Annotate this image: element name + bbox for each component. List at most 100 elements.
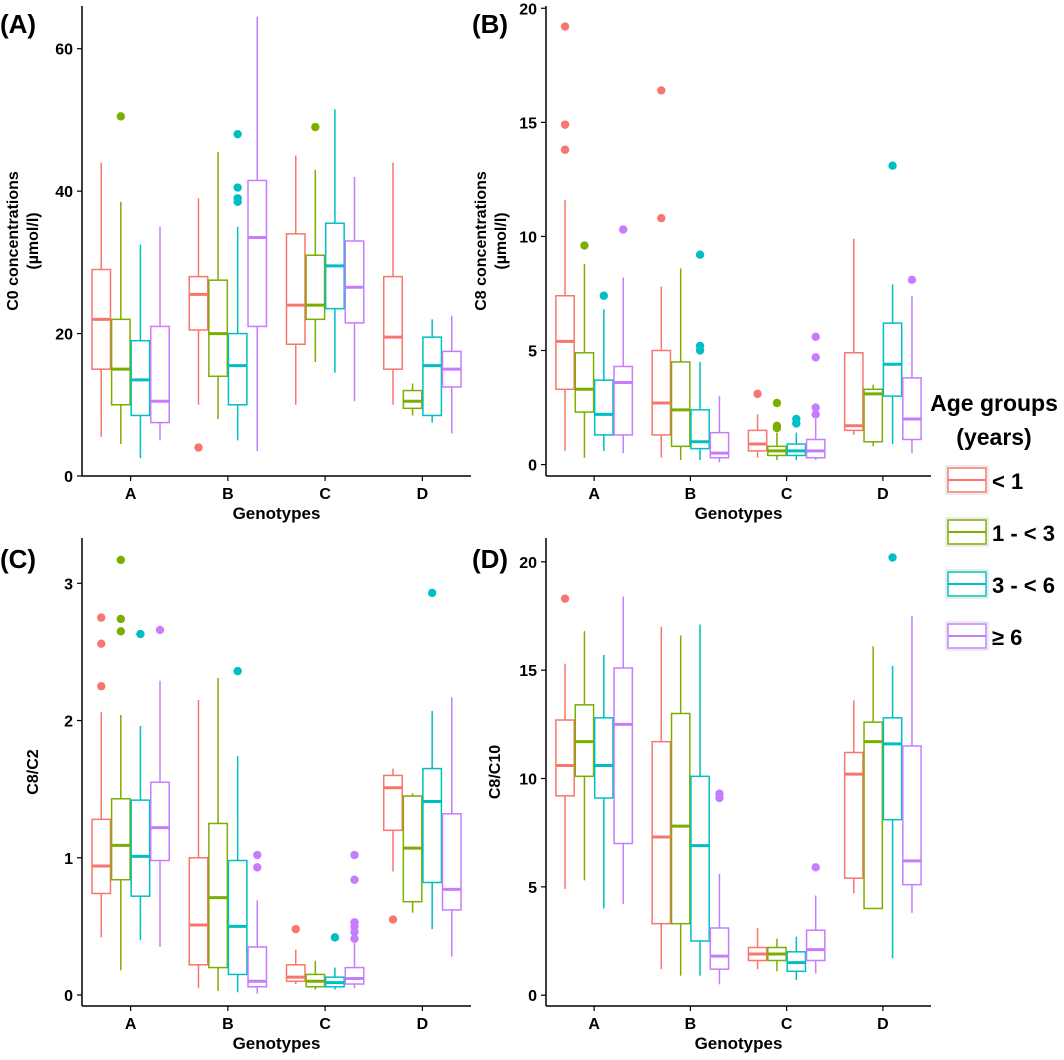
panel-c-box-d-series-1 (383, 768, 403, 924)
panel-d-box-a-series-3 (593, 655, 614, 909)
panel-b-x-tick-label: A (588, 486, 600, 503)
outlier-point (811, 863, 820, 872)
outlier-point (233, 194, 242, 203)
box (651, 740, 672, 925)
outlier-point (311, 122, 320, 132)
panel-b-y-tick-label: 15 (519, 115, 537, 132)
box (110, 318, 131, 406)
box (863, 388, 884, 443)
outlier-point (695, 341, 705, 351)
panel-d-box-b-series-2 (670, 635, 691, 976)
panel-d-box-a-series-2 (574, 631, 595, 881)
box (709, 431, 730, 459)
panel-c-box-b-series-1 (188, 699, 209, 989)
panel-b-box-a-series-4 (613, 225, 634, 454)
panel-d-box-b-series-3 (690, 624, 710, 976)
panel-d-box-d-series-3 (882, 553, 903, 959)
panel-d-x-tick-label: C (781, 1016, 793, 1033)
legend-label-3to6: 3 - < 6 (992, 573, 1055, 598)
box (574, 352, 595, 413)
outlier-point (97, 613, 106, 622)
panel-d-x-tick-label: A (588, 1016, 600, 1033)
box (91, 818, 112, 895)
panel-a-box-a-series-1 (91, 162, 112, 437)
box (670, 712, 691, 925)
panel-a-x-tick-label: C (319, 486, 331, 503)
legend-key-ge6 (945, 621, 989, 651)
outlier-point (753, 389, 762, 399)
panel-d-box-a-series-4 (613, 596, 634, 905)
panel-b-box-c-series-2 (767, 398, 787, 461)
panel-c-box-c-series-2 (305, 960, 326, 990)
panel-b-y-axis-label-line-2: (µmol/l) (493, 212, 510, 269)
outlier-point (427, 588, 437, 598)
outlier-point (619, 225, 628, 234)
panel-a: 0 20 40 60 A B C D Genotypes C0 concentrations (µm… (0, 6, 471, 523)
box (747, 429, 768, 452)
panel-c-x-tick-label: B (222, 1016, 234, 1033)
panel-c-box-c-series-1 (285, 924, 306, 985)
panel-b-box-b-series-4 (709, 396, 730, 463)
panel-b-y-axis-label-line-1: C8 concentrations (473, 171, 490, 311)
box (305, 254, 326, 321)
panel-a-x-axis-label: Genotypes (233, 504, 321, 523)
outlier-point (657, 213, 666, 223)
panel-d-x-tick-label: B (685, 1016, 697, 1033)
outlier-point (253, 850, 262, 860)
panel-a-x-tick-label: D (417, 486, 429, 503)
panel-a-label: (A) (0, 9, 36, 39)
outlier-point (907, 275, 917, 284)
panel-b-box-c-series-4 (805, 332, 826, 461)
panel-a-box-a-series-2 (110, 112, 131, 444)
box (150, 781, 170, 862)
panel-b: 0 5 10 15 20 A B C D Genotypes C8 concentrations (µ… (472, 1, 931, 523)
outlier-point (194, 443, 203, 452)
panel-a-box-c-series-2 (305, 122, 326, 363)
panel-c-box-d-series-3 (422, 588, 443, 930)
box (690, 409, 710, 450)
box (422, 767, 443, 884)
panel-b-box-d-series-2 (863, 384, 884, 447)
panel-d-box-d-series-2 (863, 646, 884, 910)
panel-a-box-d-series-3 (422, 319, 443, 423)
box (882, 717, 903, 821)
panel-c-box-c-series-4 (344, 850, 365, 989)
legend-title-line-1: Age groups (930, 390, 1058, 416)
outlier-point (772, 398, 782, 408)
panel-a-box-b-series-4 (247, 16, 268, 452)
panel-c-box-a-series-2 (110, 555, 131, 971)
box (110, 798, 131, 881)
panel-a-box-a-series-3 (130, 244, 151, 459)
panel-a-y-tick-label: 0 (64, 469, 73, 486)
box (593, 379, 614, 436)
legend-key-lt1 (945, 465, 989, 495)
panel-c: 0 1 2 3 A B C D Genotypes C8/C2 (C) (0, 538, 471, 1053)
panel-b-box-b-series-2 (670, 268, 691, 461)
panel-c-box-a-series-3 (130, 629, 151, 941)
box (863, 721, 884, 910)
legend-title-line-2: (years) (956, 424, 1031, 450)
panel-a-box-b-series-2 (208, 151, 229, 420)
outlier-point (888, 161, 897, 170)
box (613, 667, 634, 845)
box (150, 325, 170, 424)
panel-a-box-c-series-1 (285, 155, 306, 405)
outlier-point (792, 414, 801, 424)
panel-a-box-d-series-2 (402, 383, 423, 416)
box (344, 240, 365, 324)
outlier-point (116, 112, 126, 121)
legend-label-lt1: < 1 (992, 469, 1023, 494)
box (805, 929, 826, 962)
panel-d-y-tick-label: 5 (528, 880, 537, 897)
box (902, 377, 922, 441)
panel-a-x-tick-label: A (125, 486, 137, 503)
panel-b-x-tick-label: C (781, 486, 793, 503)
panel-d-box-d-series-1 (843, 700, 864, 894)
panel-d-y-axis-label-line-1: C8/C10 (487, 745, 504, 799)
panel-d-box-c-series-4 (805, 863, 826, 974)
outlier-point (888, 553, 897, 562)
panel-c-box-a-series-1 (91, 613, 112, 938)
panel-d: 0 5 10 15 20 A B C D Genotypes C8/C10 (D) (472, 538, 931, 1053)
box (709, 927, 730, 970)
box (843, 352, 864, 432)
